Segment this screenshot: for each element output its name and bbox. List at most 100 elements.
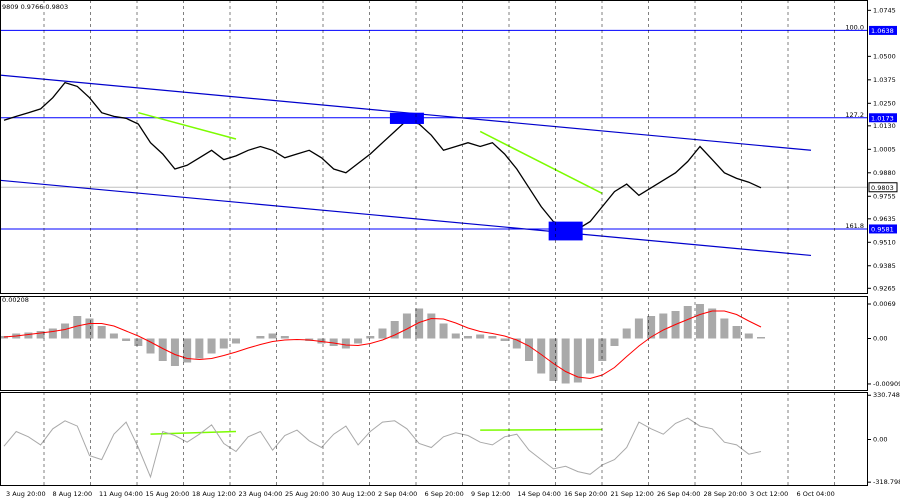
x-tick-label: 3 Oct 12:00 bbox=[750, 490, 788, 498]
cci-border bbox=[0, 392, 868, 486]
macd-histogram-bar bbox=[122, 338, 131, 341]
macd-border bbox=[0, 296, 868, 391]
macd-histogram-bar bbox=[134, 338, 143, 346]
macd-histogram-bar bbox=[451, 333, 460, 339]
macd-histogram-bar bbox=[366, 336, 375, 339]
macd-histogram-bar bbox=[659, 313, 668, 339]
macd-panel bbox=[0, 304, 765, 384]
macd-y-tick-label: 0.00 bbox=[873, 335, 887, 343]
macd-histogram-bar bbox=[146, 338, 155, 354]
macd-histogram-bar bbox=[525, 338, 534, 361]
macd-histogram-bar bbox=[537, 338, 546, 374]
x-tick-label: 8 Aug 12:00 bbox=[53, 490, 93, 498]
fib-level-value-bg bbox=[869, 224, 897, 234]
price-border bbox=[0, 0, 868, 294]
macd-histogram-bar bbox=[647, 316, 656, 339]
x-tick-label: 11 Aug 04:00 bbox=[99, 490, 143, 498]
price-y-tick-label: 0.9755 bbox=[873, 192, 896, 200]
macd-histogram-bar bbox=[85, 318, 94, 339]
fib-level-value-bg bbox=[869, 25, 897, 35]
macd-histogram-bar bbox=[280, 336, 289, 339]
macd-histogram-bar bbox=[720, 318, 729, 339]
x-tick-label: 23 Aug 04:00 bbox=[239, 490, 283, 498]
macd-header: 0.00208 bbox=[2, 296, 29, 304]
macd-histogram-bar bbox=[708, 308, 717, 339]
x-tick-label: 14 Sep 04:00 bbox=[518, 490, 561, 498]
macd-histogram-bar bbox=[549, 338, 558, 381]
price-y-tick-label: 1.0500 bbox=[873, 52, 896, 60]
cci-panel bbox=[3, 417, 762, 479]
macd-histogram-bar bbox=[512, 338, 521, 349]
divergence-line bbox=[150, 430, 237, 435]
fib-level-value: 0.9581 bbox=[871, 225, 894, 233]
fib-level-label: 127.2 bbox=[845, 111, 864, 119]
fib-level-value: 1.0173 bbox=[871, 114, 894, 122]
macd-histogram-bar bbox=[195, 338, 204, 359]
highlight-box bbox=[548, 221, 583, 241]
macd-histogram-bar bbox=[207, 338, 216, 354]
macd-histogram-bar bbox=[561, 338, 570, 384]
x-tick-label: 18 Aug 12:00 bbox=[192, 490, 236, 498]
cci-y-tick-label: 0.00 bbox=[873, 436, 887, 444]
x-tick-label: 6 Sep 20:00 bbox=[425, 490, 464, 498]
macd-histogram-bar bbox=[463, 336, 472, 339]
macd-histogram-bar bbox=[170, 338, 179, 366]
macd-histogram-bar bbox=[573, 338, 582, 383]
price-y-tick-label: 1.0130 bbox=[873, 122, 896, 130]
price-series-line bbox=[3, 81, 762, 230]
divergence-line bbox=[138, 111, 237, 140]
macd-histogram-bar bbox=[500, 338, 509, 341]
fib-level-label: 100.0 bbox=[845, 23, 864, 31]
macd-histogram-bar bbox=[476, 334, 485, 339]
macd-histogram-bar bbox=[183, 338, 192, 363]
macd-histogram-bar bbox=[48, 328, 57, 339]
macd-histogram-bar bbox=[231, 338, 240, 344]
macd-histogram-bar bbox=[158, 338, 167, 361]
price-y-tick-label: 0.9265 bbox=[873, 284, 896, 292]
price-header: 9809 0.9766 0.9803 bbox=[2, 3, 68, 11]
macd-y-tick-label: -0.00909 bbox=[873, 380, 900, 388]
price-panel: 100.0 127.2 161.8 bbox=[0, 23, 867, 257]
x-tick-label: 25 Aug 20:00 bbox=[285, 490, 329, 498]
fib-level-value-bg bbox=[869, 113, 897, 123]
macd-histogram-bar bbox=[427, 313, 436, 339]
macd-histogram-bar bbox=[634, 318, 643, 339]
macd-histogram-bar bbox=[744, 333, 753, 339]
x-tick-label: 9 Sep 12:00 bbox=[471, 490, 510, 498]
cci-y-tick-label: -318.798 bbox=[873, 478, 900, 486]
macd-histogram-bar bbox=[24, 332, 33, 339]
macd-histogram-bar bbox=[695, 304, 704, 339]
macd-histogram-bar bbox=[219, 338, 228, 349]
macd-histogram-bar bbox=[586, 338, 595, 374]
price-y-tick-label: 1.0745 bbox=[873, 6, 896, 14]
x-tick-label: 2 Sep 04:00 bbox=[378, 490, 417, 498]
macd-histogram-bar bbox=[73, 316, 82, 339]
price-y-tick-label: 0.9385 bbox=[873, 262, 896, 270]
x-tick-label: 6 Oct 04:00 bbox=[797, 490, 835, 498]
macd-histogram-bar bbox=[378, 328, 387, 339]
current-price-value: 0.9803 bbox=[871, 184, 894, 192]
cci-y-tick-label: 330.7482 bbox=[873, 391, 900, 399]
price-y-tick-label: 1.0375 bbox=[873, 76, 896, 84]
divergence-line bbox=[479, 130, 603, 195]
macd-histogram-bar bbox=[757, 337, 765, 339]
cci-line bbox=[3, 417, 762, 479]
fib-level-label: 161.8 bbox=[845, 222, 864, 230]
price-y-tick-label: 0.9510 bbox=[873, 238, 896, 246]
divergence-line bbox=[480, 428, 603, 431]
macd-histogram-bar bbox=[622, 328, 631, 339]
macd-histogram-bar bbox=[354, 338, 363, 344]
macd-histogram-bar bbox=[268, 333, 277, 339]
x-tick-label: 28 Sep 20:00 bbox=[704, 490, 747, 498]
macd-histogram-bar bbox=[329, 338, 338, 346]
channel-lower-line bbox=[0, 179, 812, 257]
fib-level-value: 1.0638 bbox=[871, 27, 894, 35]
macd-histogram-bar bbox=[390, 321, 399, 339]
macd-histogram-bar bbox=[0, 336, 8, 339]
price-y-tick-label: 0.9880 bbox=[873, 169, 896, 177]
x-tick-label: 30 Aug 12:00 bbox=[332, 490, 376, 498]
macd-signal-line bbox=[3, 310, 762, 380]
current-price-box bbox=[868, 182, 898, 193]
